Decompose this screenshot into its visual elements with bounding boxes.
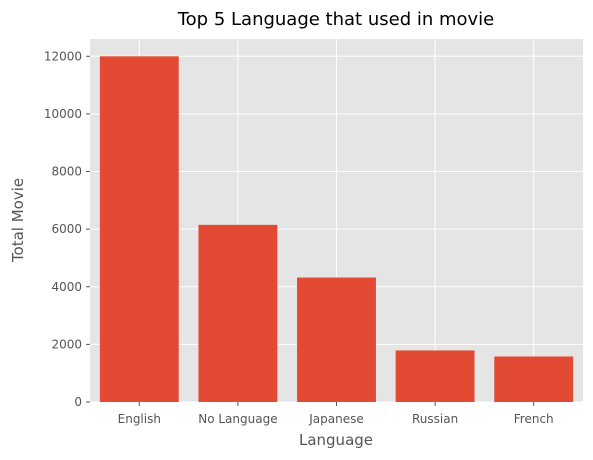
chart-title: Top 5 Language that used in movie — [177, 9, 495, 30]
bar-english — [99, 56, 179, 403]
x-tick-label: French — [514, 412, 554, 426]
x-tick-label: No Language — [198, 412, 277, 426]
y-tick-label: 12000 — [44, 49, 82, 63]
y-tick-label: 0 — [74, 395, 82, 409]
bar-japanese — [297, 277, 376, 402]
bar-russian — [395, 350, 475, 402]
x-tick-label: Japanese — [308, 412, 364, 426]
y-tick-label: 2000 — [51, 337, 82, 351]
y-ticks-layer: 0 2000 4000 6000 8000 10000 12000 — [44, 49, 90, 409]
bar-french — [494, 356, 574, 402]
y-tick-label: 10000 — [44, 107, 82, 121]
bar-no-language — [198, 224, 278, 402]
x-tick-label: Russian — [412, 412, 458, 426]
y-axis-label: Total Movie — [9, 178, 27, 263]
y-tick-label: 4000 — [51, 280, 82, 294]
x-axis-label: Language — [299, 431, 373, 449]
y-tick-label: 6000 — [51, 222, 82, 236]
x-tick-label: English — [118, 412, 161, 426]
y-tick-label: 8000 — [51, 165, 82, 179]
x-ticks-layer: English No Language Japanese Russian French — [118, 402, 554, 426]
bars-layer — [99, 56, 574, 403]
